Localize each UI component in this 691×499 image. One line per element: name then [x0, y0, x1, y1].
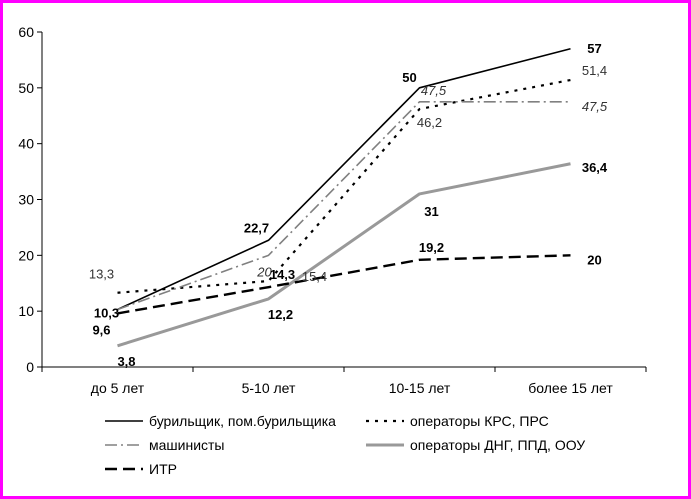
data-label: 13,3 — [89, 267, 114, 282]
data-label: 19,2 — [419, 240, 444, 255]
axes — [37, 31, 647, 372]
data-label: 50 — [402, 70, 416, 85]
series-line-4 — [117, 254, 571, 315]
legend-label: операторы КРС, ПРС — [410, 413, 549, 429]
series-line-3 — [117, 162, 571, 348]
data-label: 3,8 — [117, 354, 135, 369]
x-tick-label: до 5 лет — [91, 380, 145, 396]
x-tick-label: более 15 лет — [528, 380, 613, 396]
data-label: 15,4 — [302, 269, 327, 284]
y-tick-label: 20 — [18, 247, 34, 263]
y-tick-labels: 0 10 20 30 40 50 60 — [18, 24, 34, 375]
legend: бурильщик, пом.бурильщика операторы КРС, … — [105, 413, 585, 477]
series-line-1 — [117, 78, 571, 294]
legend-label: машинисты — [149, 437, 225, 453]
data-label: 57 — [587, 41, 601, 56]
data-labels: 10,3 22,7 50 57 13,3 15,4 46,2 51,4 20 47,5 47,5 3,… — [89, 41, 608, 369]
data-label: 47,5 — [582, 99, 608, 114]
y-tick-label: 50 — [18, 80, 34, 96]
data-label: 10,3 — [94, 305, 119, 320]
y-tick-label: 30 — [18, 192, 34, 208]
y-tick-label: 10 — [18, 303, 34, 319]
legend-label: бурильщик, пом.бурильщика — [149, 413, 336, 429]
x-tick-label: 10-15 лет — [389, 380, 451, 396]
legend-label: операторы ДНГ, ППД, ООУ — [410, 437, 585, 453]
series-line-0 — [117, 47, 571, 311]
data-label: 46,2 — [417, 115, 442, 130]
data-label: 20 — [587, 252, 601, 267]
data-label: 12,2 — [268, 307, 293, 322]
data-label: 47,5 — [421, 83, 447, 98]
data-label: 9,6 — [92, 322, 110, 337]
data-label: 31 — [424, 204, 438, 219]
x-tick-label: 5-10 лет — [242, 380, 296, 396]
y-tick-label: 40 — [18, 136, 34, 152]
series-lines — [117, 47, 571, 348]
data-label: 22,7 — [244, 220, 269, 235]
data-label: 51,4 — [582, 63, 607, 78]
line-chart: 0 10 20 30 40 50 60 до 5 лет 5-10 лет 10-15 лет б… — [18, 24, 647, 477]
series-line-2 — [117, 100, 571, 311]
data-label: 20 — [256, 264, 272, 279]
y-tick-label: 0 — [26, 359, 34, 375]
data-label: 36,4 — [582, 160, 608, 175]
x-tick-labels: до 5 лет 5-10 лет 10-15 лет более 15 лет — [91, 380, 614, 396]
y-tick-label: 60 — [18, 24, 34, 40]
legend-label: ИТР — [149, 461, 177, 477]
data-label: 14,3 — [270, 267, 295, 282]
